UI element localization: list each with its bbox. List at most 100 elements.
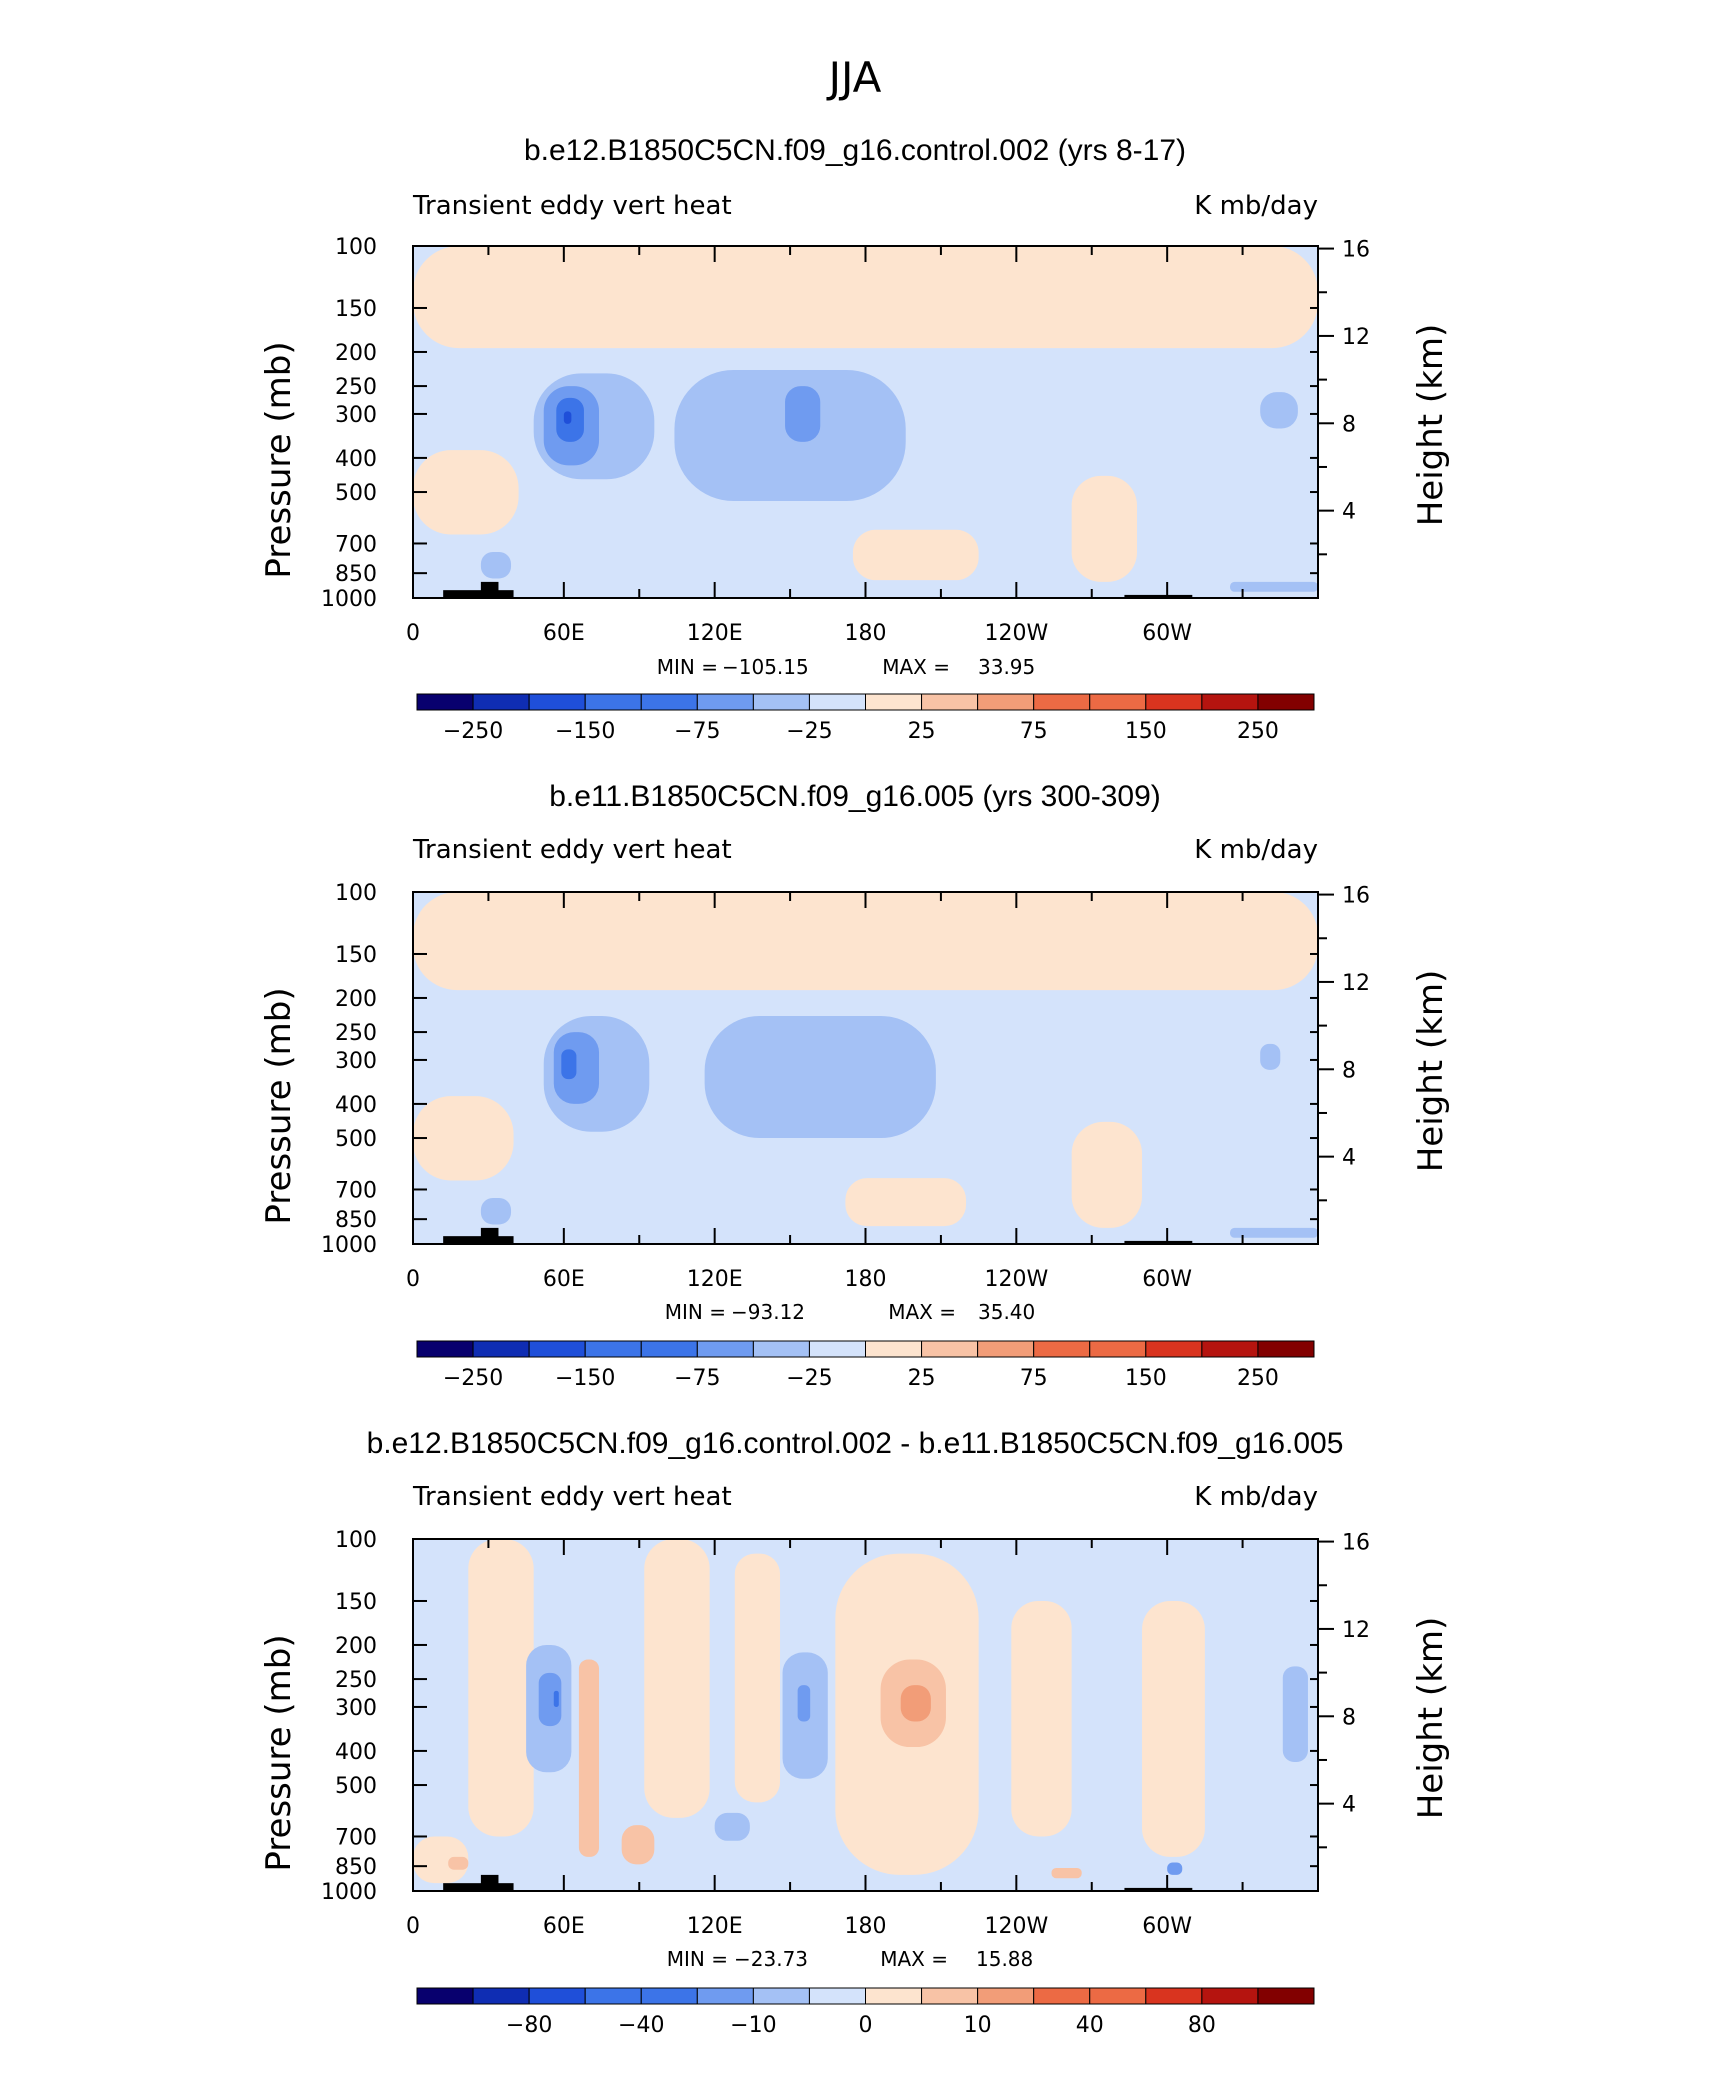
contour-region: [644, 1539, 710, 1818]
x-tick-label: 60E: [543, 1267, 585, 1292]
colorbar-box: [808, 1987, 866, 2005]
colorbar-box: [640, 1340, 698, 1358]
colorbar-box: [696, 1987, 754, 2005]
contour-region: [1230, 581, 1318, 592]
y-tick-label: 250: [335, 1021, 377, 1046]
colorbar-box: [528, 693, 586, 711]
x-tick-label: 120W: [984, 621, 1048, 646]
contour-region: [413, 1836, 469, 1884]
height-tick-label: 16: [1342, 884, 1370, 909]
colorbar-label: −150: [555, 1366, 615, 1391]
y-tick-label: 850: [335, 1208, 377, 1233]
land-block: [480, 1874, 499, 1891]
y-tick-label: 200: [335, 987, 377, 1012]
x-tick-label: 180: [845, 1914, 887, 1939]
x-tick-label: 180: [845, 621, 887, 646]
colorbar-label: −250: [443, 1366, 503, 1391]
y-tick-label: 500: [335, 1774, 377, 1799]
colorbar-box: [472, 1987, 530, 2005]
x-tick-label: 120W: [984, 1914, 1048, 1939]
y-axis-height: 16 12 8 4: [1318, 1531, 1370, 1849]
contour-region: [852, 529, 979, 581]
x-tick-label: 120E: [687, 1914, 743, 1939]
variable-label: Transient eddy vert heat: [412, 1482, 732, 1512]
y-tick-label: 500: [335, 481, 377, 506]
contour-region: [714, 1812, 750, 1841]
colorbar-box: [808, 1340, 866, 1358]
land-mask: [443, 1227, 1193, 1244]
y-axis-title: Pressure (mb): [259, 1634, 299, 1871]
y-tick-label: 250: [335, 1668, 377, 1693]
contour-region: [1167, 1862, 1183, 1875]
colorbar-label: −80: [506, 2013, 552, 2038]
colorbar-label: 250: [1237, 1366, 1279, 1391]
x-tick-label: 60E: [543, 621, 585, 646]
colorbar-box: [416, 693, 474, 711]
colorbar-box: [752, 693, 810, 711]
colorbar-label: 40: [1076, 2013, 1104, 2038]
colorbar-box: [416, 1987, 474, 2005]
contour-region: [1230, 1227, 1318, 1238]
height-tick-label: 12: [1342, 1618, 1370, 1643]
height-tick-label: 8: [1342, 1705, 1356, 1730]
colorbar-label: −40: [618, 2013, 664, 2038]
y-tick-label: 700: [335, 1825, 377, 1850]
colorbar-label: −75: [674, 1366, 720, 1391]
y-tick-label: 850: [335, 1855, 377, 1880]
panel-1: b.e12.B1850C5CN.f09_g16.control.002 (yrs…: [259, 134, 1451, 744]
colorbar-box: [977, 1340, 1035, 1358]
units-label: K mb/day: [1194, 1482, 1318, 1512]
colorbar-box: [752, 1987, 810, 2005]
contour-region: [538, 1672, 562, 1727]
y-axis-title: Pressure (mb): [259, 341, 299, 578]
contour-field: [413, 892, 1318, 1244]
colorbar-box: [1145, 693, 1203, 711]
colorbar-label: −10: [730, 2013, 776, 2038]
colorbar-box: [1089, 1987, 1147, 2005]
land-block: [1124, 1887, 1193, 1891]
y-tick-label: 300: [335, 1049, 377, 1074]
min-label: MIN =: [665, 1300, 726, 1324]
max-value: 35.40: [978, 1300, 1035, 1324]
colorbar-label: 0: [859, 2013, 873, 2038]
contour-region: [704, 1015, 936, 1139]
y-axis-height: 16 12 8 4: [1318, 884, 1370, 1202]
colorbar-label: 150: [1125, 1366, 1167, 1391]
colorbar-box: [1201, 1987, 1259, 2005]
min-value: −93.12: [731, 1300, 805, 1324]
colorbar-label: 75: [1020, 1366, 1048, 1391]
y-tick-label: 700: [335, 1178, 377, 1203]
y-tick-label: 400: [335, 1093, 377, 1118]
y-axis-right-title: Height (km): [1411, 970, 1451, 1173]
colorbar-box: [1201, 1340, 1259, 1358]
max-value: 15.88: [976, 1947, 1033, 1971]
colorbar-box: [528, 1987, 586, 2005]
land-block: [1124, 1240, 1193, 1244]
colorbar-box: [1033, 693, 1091, 711]
contour-region: [1011, 1600, 1072, 1837]
y-tick-label: 300: [335, 403, 377, 428]
contour-region: [785, 386, 821, 442]
contour-region: [468, 1539, 534, 1837]
y-tick-label: 300: [335, 1696, 377, 1721]
colorbar-box: [921, 693, 979, 711]
y-axis-height: 16 12 8 4: [1318, 238, 1370, 556]
min-label: MIN =: [657, 655, 718, 679]
contour-region: [413, 246, 1318, 349]
land-block: [480, 581, 499, 598]
colorbar-label: −250: [443, 719, 503, 744]
max-label: MAX =: [882, 655, 950, 679]
height-tick-label: 12: [1342, 971, 1370, 996]
x-tick-label: 120E: [687, 621, 743, 646]
colorbar-label: 75: [1020, 719, 1048, 744]
contour-field: [413, 246, 1318, 598]
x-tick-label: 120W: [984, 1267, 1048, 1292]
max-label: MAX =: [888, 1300, 956, 1324]
panel-2: b.e11.B1850C5CN.f09_g16.005 (yrs 300-309…: [259, 780, 1451, 1391]
colorbar-label: 150: [1125, 719, 1167, 744]
panel-title: b.e12.B1850C5CN.f09_g16.control.002 - b.…: [367, 1427, 1344, 1460]
